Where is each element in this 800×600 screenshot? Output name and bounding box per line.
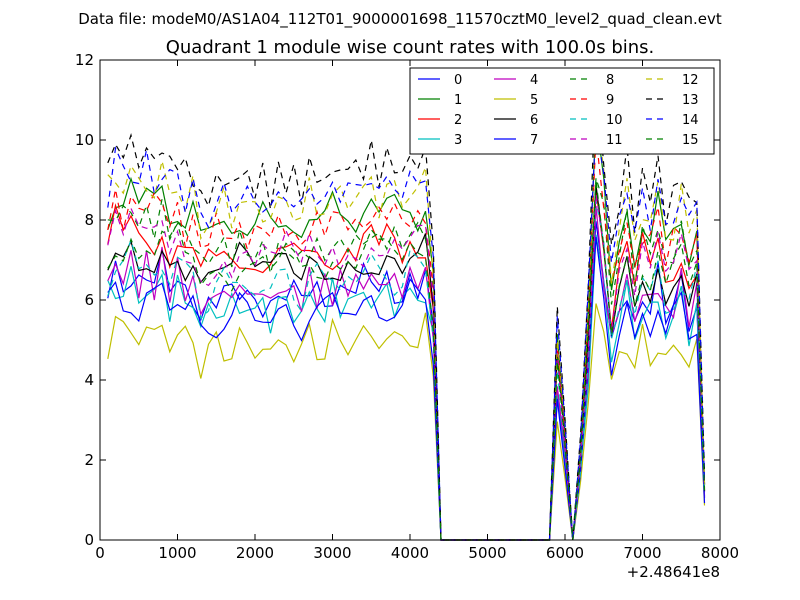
legend-label-4: 4: [530, 73, 538, 88]
figure-suptitle: Data file: modeM0/AS1A04_112T01_90000016…: [78, 10, 722, 29]
series-line-3: [107, 234, 706, 541]
y-tick-label: 12: [75, 51, 94, 69]
series-line-6: [107, 185, 706, 541]
legend-label-10: 10: [606, 113, 623, 128]
legend-label-14: 14: [682, 113, 699, 128]
legend-label-6: 6: [530, 113, 538, 128]
y-tick-label: 6: [84, 291, 94, 309]
legend-label-15: 15: [682, 133, 699, 148]
legend-label-7: 7: [530, 133, 538, 148]
series-line-10: [107, 200, 706, 541]
legend-label-8: 8: [606, 73, 614, 88]
legend-label-3: 3: [454, 133, 462, 148]
ticks-layer: 0 1000 2000 3000 4000 5000 6000 7000 80000246810…: [75, 51, 739, 562]
legend-label-13: 13: [682, 93, 699, 108]
legend-label-1: 1: [454, 93, 462, 108]
series-layer: [107, 71, 706, 541]
x-tick-label: 2000: [236, 544, 274, 562]
x-tick-label: 6000: [546, 544, 584, 562]
y-tick-label: 4: [84, 371, 94, 389]
legend-label-5: 5: [530, 93, 538, 108]
x-tick-label: 1000: [158, 544, 196, 562]
chart-title: Quadrant 1 module wise count rates with …: [166, 37, 655, 58]
x-tick-label: 8000: [701, 544, 739, 562]
x-tick-label: 5000: [468, 544, 506, 562]
series-line-1: [107, 116, 706, 541]
series-line-8: [107, 177, 706, 541]
series-line-13: [107, 71, 706, 541]
x-offset-label: +2.48641e8: [627, 563, 720, 581]
legend-label-9: 9: [606, 93, 614, 108]
series-line-5: [107, 303, 706, 541]
legend-label-2: 2: [454, 113, 462, 128]
series-line-14: [107, 122, 706, 541]
series-line-7: [107, 237, 706, 541]
series-line-15: [107, 180, 706, 541]
series-line-12: [107, 106, 706, 541]
x-tick-label: 4000: [391, 544, 429, 562]
series-line-0: [107, 221, 706, 541]
series-line-2: [107, 190, 706, 541]
y-tick-label: 0: [84, 531, 94, 549]
x-tick-label: 0: [95, 544, 105, 562]
legend-label-0: 0: [454, 73, 462, 88]
y-tick-label: 10: [75, 131, 94, 149]
y-tick-label: 8: [84, 211, 94, 229]
legend-box: [409, 67, 715, 155]
y-tick-label: 2: [84, 451, 94, 469]
legend-label-12: 12: [682, 73, 699, 88]
x-tick-label: 3000: [313, 544, 351, 562]
legend-label-11: 11: [606, 133, 623, 148]
series-line-9: [107, 135, 706, 541]
x-tick-label: 7000: [623, 544, 661, 562]
